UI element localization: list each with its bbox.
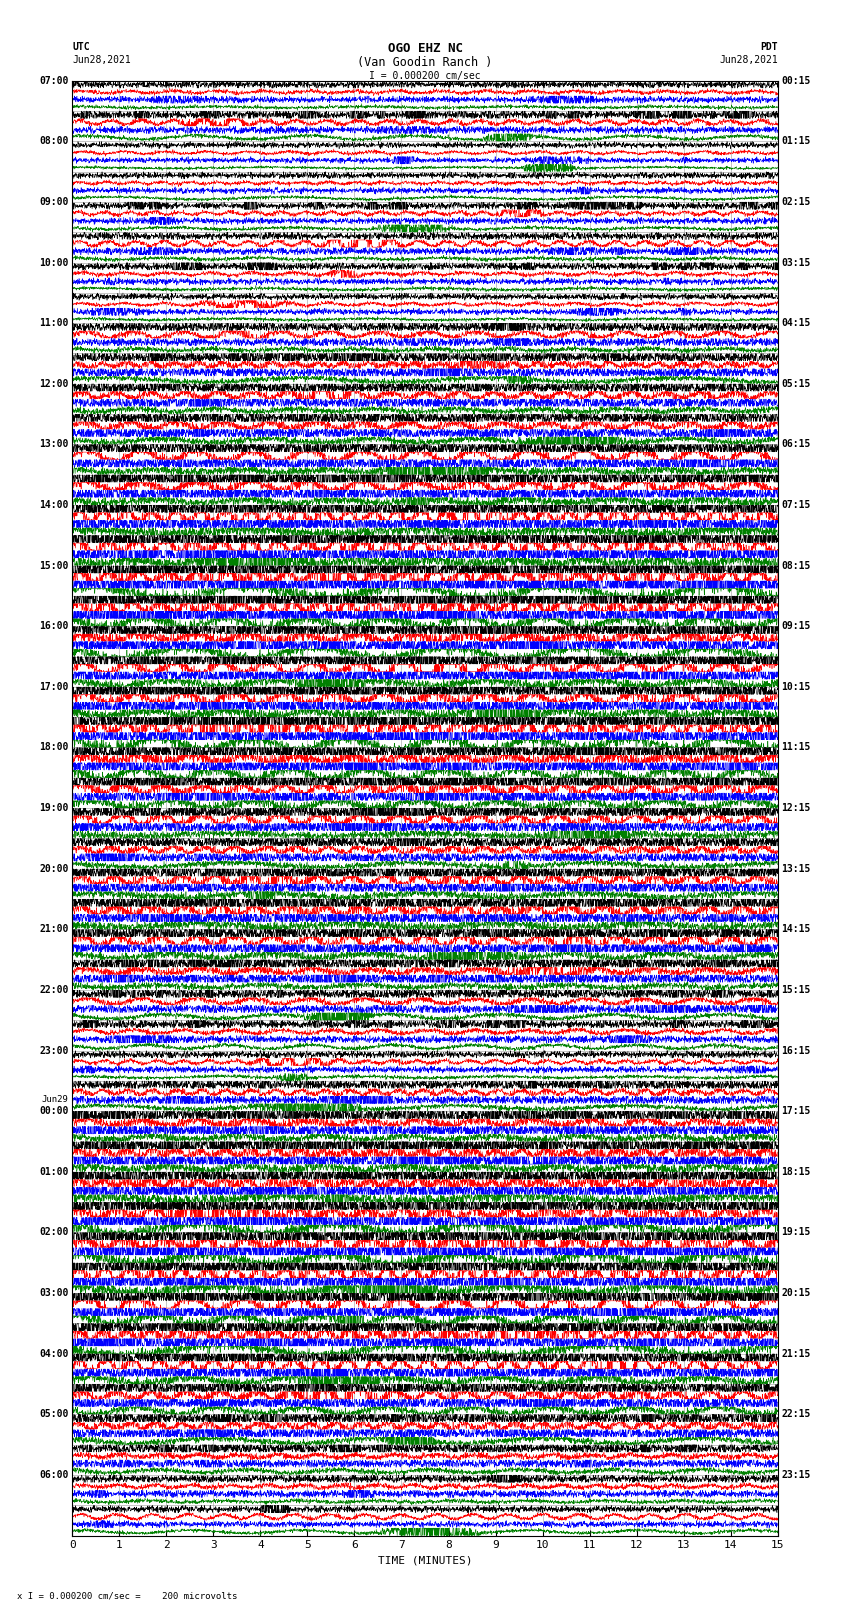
Text: 04:00: 04:00 — [39, 1348, 69, 1358]
Text: 09:00: 09:00 — [39, 197, 69, 206]
Text: 01:00: 01:00 — [39, 1166, 69, 1177]
Text: 04:15: 04:15 — [781, 318, 811, 327]
Text: 09:15: 09:15 — [781, 621, 811, 631]
Text: 00:00: 00:00 — [39, 1107, 69, 1116]
Text: 11:00: 11:00 — [39, 318, 69, 327]
Text: 12:00: 12:00 — [39, 379, 69, 389]
Text: 23:00: 23:00 — [39, 1045, 69, 1055]
Text: 02:00: 02:00 — [39, 1227, 69, 1237]
Text: I = 0.000200 cm/sec: I = 0.000200 cm/sec — [369, 71, 481, 81]
Text: PDT: PDT — [760, 42, 778, 52]
Text: 14:15: 14:15 — [781, 924, 811, 934]
Text: 16:15: 16:15 — [781, 1045, 811, 1055]
Text: 20:15: 20:15 — [781, 1289, 811, 1298]
Text: 22:15: 22:15 — [781, 1410, 811, 1419]
Text: 17:00: 17:00 — [39, 682, 69, 692]
Text: 00:15: 00:15 — [781, 76, 811, 85]
Text: Jun29: Jun29 — [42, 1095, 69, 1103]
Text: 02:15: 02:15 — [781, 197, 811, 206]
Text: 03:15: 03:15 — [781, 258, 811, 268]
Text: 23:15: 23:15 — [781, 1469, 811, 1481]
Text: x I = 0.000200 cm/sec =    200 microvolts: x I = 0.000200 cm/sec = 200 microvolts — [17, 1590, 237, 1600]
Text: 11:15: 11:15 — [781, 742, 811, 753]
X-axis label: TIME (MINUTES): TIME (MINUTES) — [377, 1557, 473, 1566]
Text: 07:15: 07:15 — [781, 500, 811, 510]
Text: 19:15: 19:15 — [781, 1227, 811, 1237]
Text: 18:15: 18:15 — [781, 1166, 811, 1177]
Text: 15:15: 15:15 — [781, 986, 811, 995]
Text: Jun28,2021: Jun28,2021 — [719, 55, 778, 65]
Text: 10:00: 10:00 — [39, 258, 69, 268]
Text: 13:00: 13:00 — [39, 439, 69, 450]
Text: UTC: UTC — [72, 42, 90, 52]
Text: OGO EHZ NC: OGO EHZ NC — [388, 42, 462, 55]
Text: 10:15: 10:15 — [781, 682, 811, 692]
Text: 22:00: 22:00 — [39, 986, 69, 995]
Text: 21:15: 21:15 — [781, 1348, 811, 1358]
Text: 14:00: 14:00 — [39, 500, 69, 510]
Text: 21:00: 21:00 — [39, 924, 69, 934]
Text: 12:15: 12:15 — [781, 803, 811, 813]
Text: 03:00: 03:00 — [39, 1289, 69, 1298]
Text: 19:00: 19:00 — [39, 803, 69, 813]
Text: Jun28,2021: Jun28,2021 — [72, 55, 131, 65]
Text: 17:15: 17:15 — [781, 1107, 811, 1116]
Text: 16:00: 16:00 — [39, 621, 69, 631]
Text: 07:00: 07:00 — [39, 76, 69, 85]
Text: 13:15: 13:15 — [781, 863, 811, 874]
Text: 06:00: 06:00 — [39, 1469, 69, 1481]
Text: 18:00: 18:00 — [39, 742, 69, 753]
Text: 01:15: 01:15 — [781, 135, 811, 147]
Text: (Van Goodin Ranch ): (Van Goodin Ranch ) — [357, 56, 493, 69]
Text: 08:15: 08:15 — [781, 561, 811, 571]
Text: 06:15: 06:15 — [781, 439, 811, 450]
Text: 05:00: 05:00 — [39, 1410, 69, 1419]
Text: 05:15: 05:15 — [781, 379, 811, 389]
Text: 08:00: 08:00 — [39, 135, 69, 147]
Text: 20:00: 20:00 — [39, 863, 69, 874]
Text: 15:00: 15:00 — [39, 561, 69, 571]
